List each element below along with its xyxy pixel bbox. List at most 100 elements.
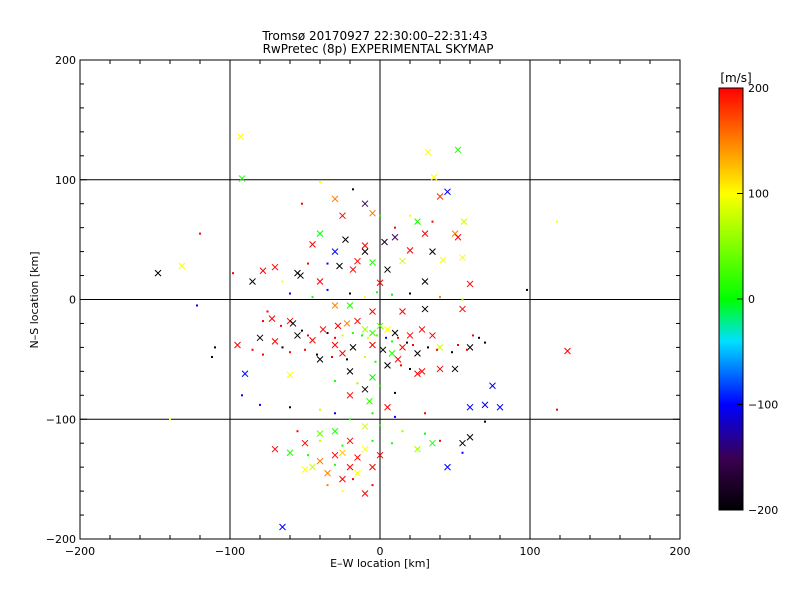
data-point-cross-119 [459,439,466,447]
data-point-dot-218 [352,478,354,481]
data-point-cross-29 [399,257,406,265]
data-point-dot-140 [379,214,381,217]
data-point-dot-192 [400,364,402,367]
data-point-dot-128 [199,232,201,235]
data-point-cross-85 [436,365,444,373]
data-point-cross-52 [268,315,276,323]
data-point-dot-162 [326,332,329,335]
data-point-dot-174 [427,346,429,349]
colorbar-tick-label: 100 [748,188,769,201]
data-point-dot-171 [397,336,399,339]
data-point-dot-223 [484,420,486,423]
data-point-cross-70 [331,341,339,349]
data-point-dot-173 [412,344,414,347]
data-point-dot-144 [289,292,291,295]
data-point-dot-210 [439,439,441,442]
data-point-dot-157 [266,310,269,313]
data-point-dot-172 [406,341,408,344]
data-point-dot-141 [394,226,396,229]
data-point-cross-101 [361,423,369,430]
data-point-cross-112 [369,463,376,471]
x-axis-label: E–W location [km] [330,557,430,570]
data-point-cross-24 [406,247,414,254]
colorbar-tick-label: 0 [748,293,755,306]
data-point-dot-167 [367,336,369,339]
data-point-dot-216 [307,454,309,457]
data-point-cross-115 [339,475,346,483]
data-point-dot-163 [334,336,336,339]
data-point-cross-38 [154,269,162,277]
data-point-dot-143 [431,220,434,223]
data-point-dot-130 [214,346,216,349]
data-point-dot-158 [262,320,264,323]
data-point-dot-134 [526,288,528,291]
y-axis-label: N–S location [km] [28,251,41,348]
data-point-cross-41 [316,278,324,285]
data-point-cross-114 [271,445,279,453]
y-tick-label: 0 [69,294,76,307]
chart-title: Tromsø 20170927 22:30:00–22:31:43 [261,29,487,43]
data-point-cross-63 [406,332,414,339]
data-point-dot-190 [364,355,366,358]
data-point-cross-9 [369,209,376,217]
x-tick-label: −200 [65,545,95,558]
data-point-dot-135 [556,220,558,223]
data-point-cross-7 [331,195,339,203]
data-point-cross-120 [279,523,286,531]
data-point-cross-86 [241,370,249,378]
data-point-cross-50 [459,305,466,313]
data-point-cross-54 [319,326,327,333]
data-point-dot-209 [424,432,426,435]
data-point-dot-169 [385,336,387,339]
x-tick-label: −100 [215,545,245,558]
data-point-cross-17 [454,233,462,241]
data-point-cross-122 [414,445,421,453]
data-point-cross-43 [421,278,429,285]
data-point-cross-117 [444,463,451,471]
data-point-dot-204 [394,415,396,418]
data-point-dot-201 [319,408,321,411]
data-point-cross-2 [424,148,432,156]
data-point-dot-148 [311,296,314,299]
data-point-cross-11 [414,218,421,226]
data-point-cross-68 [294,332,301,339]
data-point-cross-69 [309,336,316,344]
data-point-cross-42 [376,279,384,287]
data-point-cross-126 [339,449,346,457]
data-point-dot-175 [436,348,438,351]
x-tick-label: 200 [670,545,691,558]
data-point-cross-58 [361,326,369,333]
data-point-dot-193 [409,367,411,370]
data-point-cross-13 [316,230,324,237]
x-tick-label: 0 [377,545,384,558]
data-point-cross-61 [384,326,391,333]
data-point-cross-88 [346,367,354,375]
data-point-cross-89 [369,373,376,381]
data-point-dot-211 [319,439,321,442]
data-point-cross-26 [354,257,361,265]
data-point-cross-109 [316,457,324,465]
data-point-dot-151 [364,296,366,299]
data-point-cross-30 [439,256,447,264]
data-point-dot-170 [391,340,393,343]
data-point-cross-97 [466,403,474,411]
data-point-cross-110 [346,463,354,471]
data-point-cross-102 [331,427,339,435]
data-point-cross-124 [324,469,331,477]
data-point-cross-18 [342,236,349,243]
data-point-cross-111 [354,469,361,477]
data-point-cross-65 [429,332,436,339]
data-point-cross-21 [309,241,316,248]
data-point-cross-87 [286,371,294,379]
data-point-cross-72 [369,341,376,349]
data-point-dot-131 [211,355,213,358]
data-point-cross-94 [346,391,354,399]
data-point-cross-8 [361,200,369,208]
data-point-dot-196 [379,384,381,387]
data-point-dot-176 [451,351,453,354]
data-point-cross-92 [489,382,496,390]
data-point-cross-45 [331,302,339,309]
data-point-dot-220 [341,490,344,493]
data-point-dot-197 [394,391,396,394]
